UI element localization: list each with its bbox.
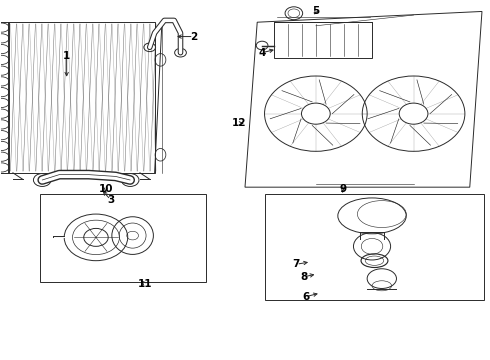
Text: 1: 1 — [63, 51, 70, 61]
Text: 12: 12 — [232, 118, 246, 128]
Circle shape — [174, 48, 186, 57]
Text: 8: 8 — [300, 272, 307, 282]
Text: 5: 5 — [312, 6, 319, 17]
Circle shape — [122, 174, 139, 186]
Bar — [0, 22, 9, 173]
Bar — [40, 194, 206, 282]
Text: 3: 3 — [107, 195, 114, 205]
Circle shape — [144, 43, 156, 51]
Text: 2: 2 — [190, 32, 197, 41]
Circle shape — [33, 174, 51, 186]
Text: 9: 9 — [339, 184, 346, 194]
Bar — [274, 22, 372, 58]
Text: 11: 11 — [138, 279, 152, 289]
Text: 10: 10 — [98, 184, 113, 194]
Bar — [265, 194, 485, 300]
Text: 7: 7 — [293, 259, 300, 269]
Text: 4: 4 — [258, 48, 266, 58]
Text: 6: 6 — [302, 292, 310, 302]
